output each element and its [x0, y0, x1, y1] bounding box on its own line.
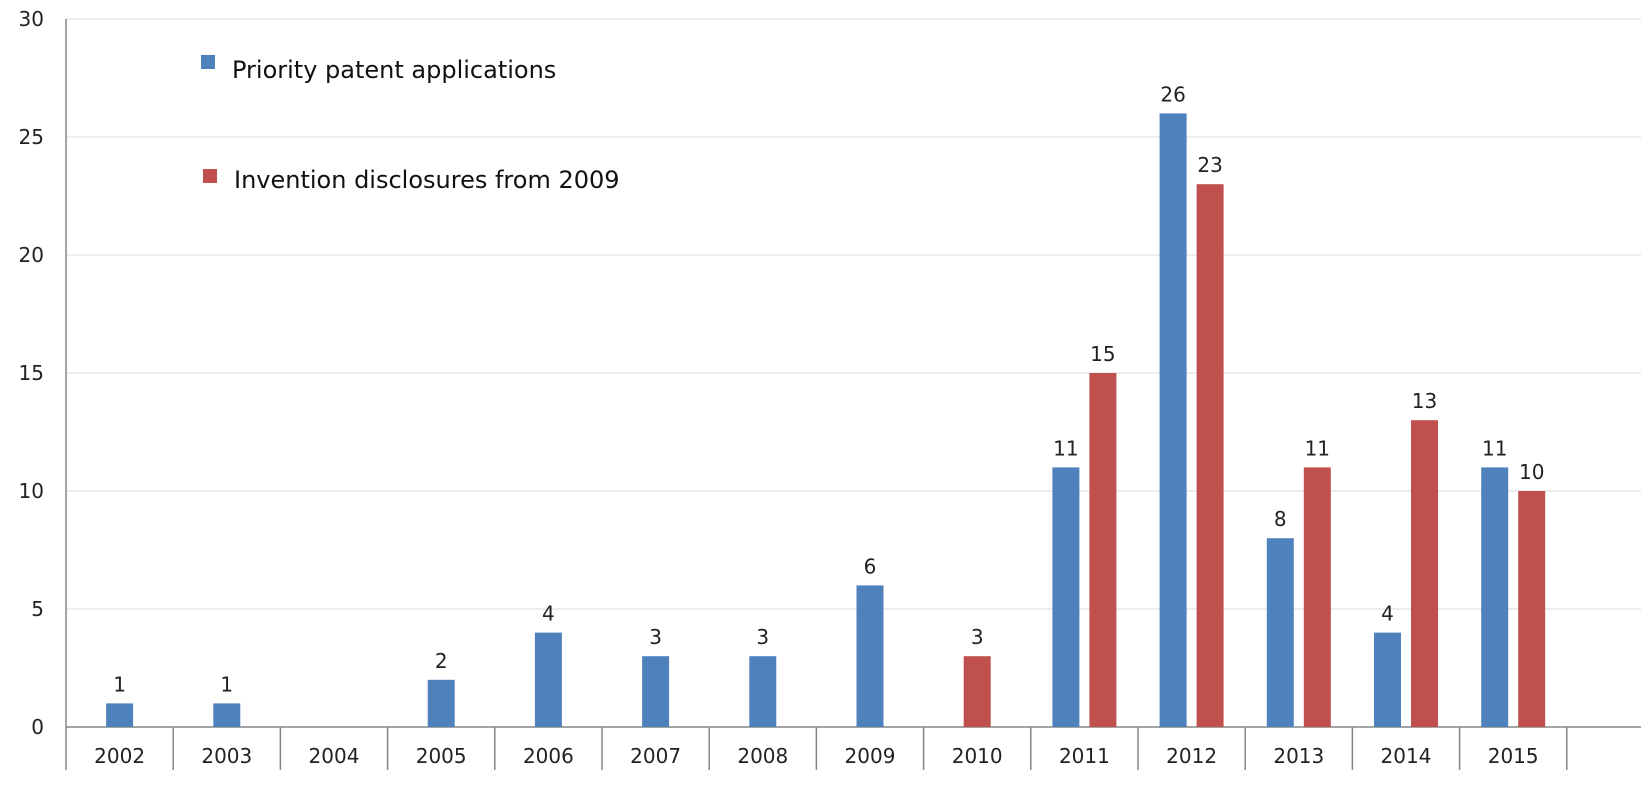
x-tick-label: 2004: [309, 744, 360, 768]
bar: [1481, 467, 1509, 727]
bar: [856, 585, 884, 727]
data-label: 11: [1053, 436, 1078, 460]
bar: [642, 656, 670, 727]
x-tick-label: 2006: [523, 744, 574, 768]
x-tick-label: 2015: [1488, 744, 1539, 768]
bar: [963, 656, 991, 727]
y-tick-label: 0: [31, 715, 44, 739]
data-label: 1: [113, 672, 126, 696]
x-tick-label: 2008: [737, 744, 788, 768]
bar: [749, 656, 777, 727]
x-tick-label: 2012: [1166, 744, 1217, 768]
bar: [1374, 632, 1401, 727]
data-label: 4: [542, 602, 555, 626]
y-tick-label: 25: [19, 125, 44, 149]
x-tick-label: 2014: [1381, 744, 1432, 768]
bar: [213, 703, 241, 727]
data-label: 4: [1381, 602, 1394, 626]
bar: [1411, 420, 1438, 727]
legend-swatch: [203, 169, 217, 183]
legend-label: Invention disclosures from 2009: [234, 166, 620, 194]
x-tick-label: 2009: [845, 744, 896, 768]
y-tick-label: 20: [19, 243, 44, 267]
legend-swatch: [201, 55, 215, 69]
data-label: 13: [1412, 389, 1437, 413]
x-tick-label: 2010: [952, 744, 1003, 768]
bar: [1196, 184, 1224, 727]
data-label: 2: [435, 649, 448, 673]
x-tick-label: 2007: [630, 744, 681, 768]
bar: [1303, 467, 1331, 727]
bar: [1089, 373, 1117, 727]
y-tick-label: 15: [19, 361, 44, 385]
data-label: 3: [971, 625, 984, 649]
data-label: 23: [1197, 153, 1222, 177]
x-tick-label: 2011: [1059, 744, 1110, 768]
y-tick-label: 10: [19, 479, 44, 503]
bars: [106, 113, 1546, 727]
bar: [427, 679, 455, 727]
y-tick-label: 30: [19, 7, 44, 31]
data-label: 26: [1160, 82, 1185, 106]
legend: Priority patent applications Invention di…: [201, 55, 620, 194]
data-label: 8: [1274, 507, 1287, 531]
bar: [1266, 538, 1294, 727]
data-label: 3: [756, 625, 769, 649]
x-tick-label: 2003: [201, 744, 252, 768]
bar: [1052, 467, 1080, 727]
x-tick-label: 2002: [94, 744, 145, 768]
bar: [1518, 491, 1546, 727]
data-label: 10: [1519, 460, 1544, 484]
data-label: 15: [1090, 342, 1115, 366]
bar: [106, 703, 134, 727]
legend-label: Priority patent applications: [232, 56, 556, 84]
bar: [1159, 113, 1187, 727]
data-label: 3: [649, 625, 662, 649]
data-label: 11: [1482, 436, 1507, 460]
data-label: 6: [864, 554, 877, 578]
y-tick-label: 5: [31, 597, 44, 621]
x-tick-label: 2013: [1273, 744, 1324, 768]
x-tick-label: 2005: [416, 744, 467, 768]
data-label: 11: [1305, 436, 1330, 460]
data-label: 1: [220, 672, 233, 696]
gridlines: [66, 18, 1641, 610]
bar: [534, 632, 562, 727]
